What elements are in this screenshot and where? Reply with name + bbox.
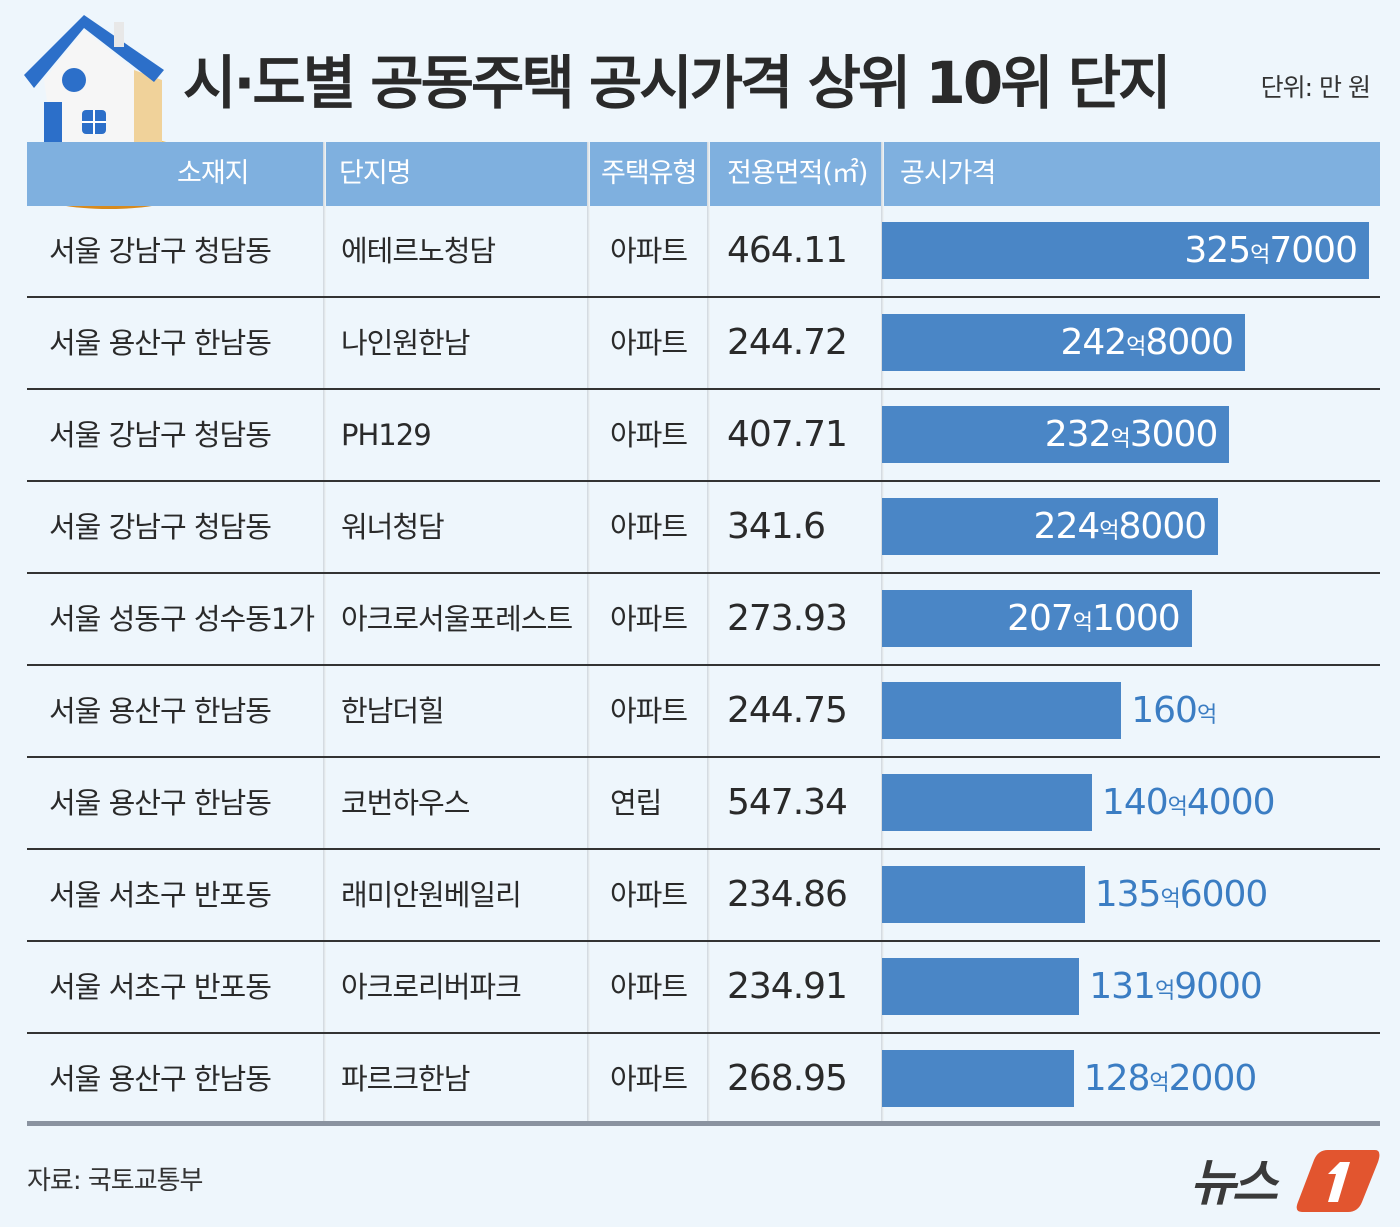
- table-row: 서울 강남구 청담동 워너청담 아파트 341.6 224억8000: [27, 482, 1380, 574]
- news1-logo: 뉴스: [1190, 1150, 1380, 1212]
- header-location: 소재지: [177, 158, 250, 189]
- price-table: 소재지 단지명 주택유형 전용면적(㎡) 공시가격 서울 강남구 청담동 에테르…: [27, 142, 1380, 1126]
- price-data-label: 160억: [1131, 690, 1217, 731]
- cell-location: 서울 서초구 반포동: [49, 970, 272, 1004]
- cell-name: PH129: [341, 418, 432, 452]
- cell-type: 아파트: [610, 326, 688, 360]
- price-bar: [882, 1050, 1074, 1107]
- cell-location: 서울 용산구 한남동: [49, 326, 272, 360]
- cell-type: 아파트: [610, 878, 688, 912]
- price-bar: [882, 682, 1122, 739]
- cell-location: 서울 강남구 청담동: [49, 234, 272, 268]
- price-bar: [882, 774, 1092, 831]
- cell-type: 아파트: [610, 418, 688, 452]
- cell-location: 서울 용산구 한남동: [49, 786, 272, 820]
- header-type: 주택유형: [601, 158, 697, 189]
- cell-type: 아파트: [610, 234, 688, 268]
- cell-name: 래미안원베일리: [341, 878, 522, 912]
- price-data-label: 128억2000: [1083, 1058, 1258, 1099]
- cell-name: 워너청담: [341, 510, 445, 544]
- table-row: 서울 성동구 성수동1가 아크로서울포레스트 아파트 273.93 207억10…: [27, 574, 1380, 666]
- price-data-label: 232억3000: [1044, 414, 1219, 455]
- cell-name: 에테르노청담: [341, 234, 496, 268]
- cell-type: 아파트: [610, 510, 688, 544]
- table-row: 서울 서초구 반포동 래미안원베일리 아파트 234.86 135억6000: [27, 850, 1380, 942]
- svg-text:뉴스: 뉴스: [1190, 1154, 1280, 1212]
- cell-type: 아파트: [610, 602, 688, 636]
- header-price: 공시가격: [900, 158, 996, 189]
- unit-label: 단위: 만 원: [1260, 73, 1371, 102]
- cell-name: 한남더힐: [341, 694, 445, 728]
- cell-type: 아파트: [610, 970, 688, 1004]
- price-data-label: 207억1000: [1007, 598, 1181, 639]
- header-name: 단지명: [339, 158, 412, 189]
- price-bar: [882, 590, 1192, 647]
- cell-area: 273.93: [727, 598, 848, 639]
- cell-type: 연립: [610, 786, 662, 820]
- cell-type: 아파트: [610, 1062, 688, 1096]
- price-bar: [882, 866, 1085, 923]
- cell-area: 234.86: [727, 874, 848, 915]
- price-bar: [882, 314, 1246, 371]
- price-data-label: 325억7000: [1184, 230, 1358, 271]
- cell-location: 서울 용산구 한남동: [49, 694, 272, 728]
- cell-area: 244.72: [727, 322, 848, 363]
- cell-area: 341.6: [727, 506, 826, 547]
- cell-area: 268.95: [727, 1058, 848, 1099]
- table-row: 서울 용산구 한남동 코번하우스 연립 547.34 140억4000: [27, 758, 1380, 850]
- cell-type: 아파트: [610, 694, 688, 728]
- price-bar: [882, 498, 1219, 555]
- cell-name: 아크로서울포레스트: [341, 602, 573, 636]
- page-title: 시·도별 공동주택 공시가격 상위 10위 단지: [183, 49, 1171, 117]
- cell-location: 서울 서초구 반포동: [49, 878, 272, 912]
- price-bar: [882, 406, 1230, 463]
- cell-area: 244.75: [727, 690, 848, 731]
- cell-area: 547.34: [727, 782, 848, 823]
- table-row: 서울 강남구 청담동 PH129 아파트 407.71 232억3000: [27, 390, 1380, 482]
- price-bar: [882, 222, 1369, 279]
- price-data-label: 242억8000: [1060, 322, 1234, 363]
- cell-location: 서울 강남구 청담동: [49, 418, 272, 452]
- cell-location: 서울 강남구 청담동: [49, 510, 272, 544]
- cell-name: 코번하우스: [341, 786, 470, 820]
- price-data-label: 131억9000: [1089, 966, 1263, 1007]
- cell-area: 464.11: [727, 230, 848, 271]
- table-row: 서울 용산구 한남동 나인원한남 아파트 244.72 242억8000: [27, 298, 1380, 390]
- table-bottom-rule: [27, 1121, 1380, 1126]
- cell-area: 234.91: [727, 966, 848, 1007]
- table-row: 서울 용산구 한남동 파르크한남 아파트 268.95 128억2000: [27, 1034, 1380, 1126]
- header-area: 전용면적(㎡): [727, 158, 868, 189]
- source-note: 자료: 국토교통부: [27, 1166, 203, 1196]
- table-row: 서울 강남구 청담동 에테르노청담 아파트 464.11 325억7000: [27, 206, 1380, 298]
- table-row: 서울 용산구 한남동 한남더힐 아파트 244.75 160억: [27, 666, 1380, 758]
- cell-location: 서울 성동구 성수동1가: [49, 602, 315, 636]
- price-data-label: 135억6000: [1094, 874, 1269, 915]
- cell-name: 파르크한남: [341, 1062, 470, 1096]
- price-data-label: 224억8000: [1033, 506, 1208, 547]
- table-row: 서울 서초구 반포동 아크로리버파크 아파트 234.91 131억9000: [27, 942, 1380, 1034]
- cell-location: 서울 용산구 한남동: [49, 1062, 272, 1096]
- table-header: 소재지 단지명 주택유형 전용면적(㎡) 공시가격: [27, 142, 1380, 206]
- cell-name: 아크로리버파크: [341, 970, 522, 1004]
- cell-area: 407.71: [727, 414, 848, 455]
- cell-name: 나인원한남: [341, 326, 470, 360]
- price-bar: [882, 958, 1080, 1015]
- price-data-label: 140억4000: [1101, 782, 1276, 823]
